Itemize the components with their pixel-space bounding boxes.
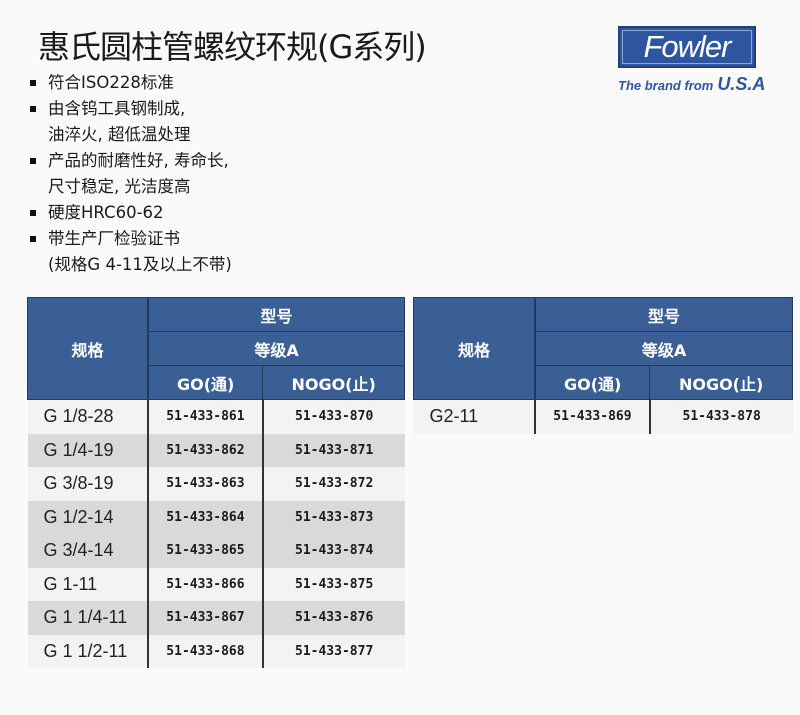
tagline-text: The brand from [618, 78, 714, 93]
nogo-part-number: 51-433-875 [261, 567, 405, 601]
feature-text: 由含钨工具钢制成, [48, 99, 186, 118]
go-part-number: 51-433-867 [147, 601, 263, 635]
spec-cell: G 1/2-14 [27, 500, 149, 534]
header-go: GO(通) [534, 365, 651, 400]
feature-item: 由含钨工具钢制成, [30, 96, 232, 122]
spec-cell: G 1/4-19 [27, 433, 149, 467]
fowler-logo: Fowler The brand from U.S.A [618, 26, 765, 95]
nogo-part-number: 51-433-870 [261, 399, 405, 434]
nogo-part-number: 51-433-874 [261, 534, 405, 568]
table-row: G 1/4-19 51-433-862 51-433-871 [27, 433, 405, 467]
table-row: G 3/8-19 51-433-863 51-433-872 [27, 467, 405, 501]
go-part-number: 51-433-862 [147, 433, 263, 467]
table-row: G 1/8-28 51-433-861 51-433-870 [27, 399, 405, 434]
feature-text: (规格G 4-11及以上不带) [48, 255, 232, 274]
bullet-icon [30, 106, 36, 112]
header-grade: 等级A [147, 331, 406, 366]
feature-text: 硬度HRC60-62 [48, 203, 164, 222]
feature-item-continued: 油淬火, 超低温处理 [30, 122, 232, 148]
bullet-icon [30, 80, 36, 86]
header-spec: 规格 [27, 297, 150, 400]
gauge-table-left: 规格 型号 等级A GO(通) NOGO(止) G 1/8-28 51-433-861… [27, 297, 406, 668]
header-grade: 等级A [534, 331, 794, 366]
header-model: 型号 [147, 297, 406, 332]
go-part-number: 51-433-864 [147, 500, 263, 534]
spec-cell: G 1-11 [27, 567, 149, 601]
logo-box: Fowler [618, 26, 756, 68]
header-spec: 规格 [413, 297, 537, 400]
go-part-number: 51-433-866 [147, 567, 263, 601]
table-row: G 1 1/4-11 51-433-867 51-433-876 [27, 601, 405, 635]
feature-item-continued: (规格G 4-11及以上不带) [30, 252, 232, 278]
go-part-number: 51-433-868 [147, 634, 263, 668]
table-row: G2-11 51-433-869 51-433-878 [413, 399, 793, 434]
page-title: 惠氏圆柱管螺纹环规(G系列) [38, 28, 427, 66]
header-nogo: NOGO(止) [649, 365, 793, 400]
spec-cell: G 3/8-19 [27, 467, 149, 501]
table-row: G 1-11 51-433-866 51-433-875 [27, 567, 405, 601]
header-go: GO(通) [147, 365, 264, 400]
feature-item: 带生产厂检验证书 [30, 226, 232, 252]
logo-tagline: The brand from U.S.A [618, 74, 765, 95]
nogo-part-number: 51-433-873 [261, 500, 405, 534]
spec-cell: G 1 1/2-11 [27, 634, 149, 668]
nogo-part-number: 51-433-872 [261, 467, 405, 501]
feature-text: 带生产厂检验证书 [48, 229, 180, 248]
feature-text: 油淬火, 超低温处理 [48, 125, 191, 144]
spec-cell: G 3/4-14 [27, 534, 149, 568]
header-nogo: NOGO(止) [262, 365, 405, 400]
bullet-icon [30, 158, 36, 164]
spec-cell: G2-11 [413, 399, 536, 434]
spec-cell: G 1/8-28 [27, 399, 149, 434]
feature-text: 尺寸稳定, 光洁度高 [48, 177, 191, 196]
table-row: G 1/2-14 51-433-864 51-433-873 [27, 500, 405, 534]
bullet-icon [30, 236, 36, 242]
go-part-number: 51-433-861 [147, 399, 263, 434]
header-model: 型号 [534, 297, 794, 332]
feature-item: 硬度HRC60-62 [30, 200, 232, 226]
spec-cell: G 1 1/4-11 [27, 601, 149, 635]
nogo-part-number: 51-433-878 [648, 399, 793, 434]
feature-item-continued: 尺寸稳定, 光洁度高 [30, 174, 232, 200]
nogo-part-number: 51-433-877 [261, 634, 405, 668]
table-row: G 1 1/2-11 51-433-868 51-433-877 [27, 634, 405, 668]
go-part-number: 51-433-865 [147, 534, 263, 568]
gauge-table-right: 规格 型号 等级A GO(通) NOGO(止) G2-11 51-433-869 51-… [413, 297, 794, 434]
nogo-part-number: 51-433-876 [261, 601, 405, 635]
feature-text: 产品的耐磨性好, 寿命长, [48, 151, 229, 170]
feature-item: 产品的耐磨性好, 寿命长, [30, 148, 232, 174]
go-part-number: 51-433-869 [534, 399, 650, 434]
logo-brand: Fowler [643, 29, 731, 64]
nogo-part-number: 51-433-871 [261, 433, 405, 467]
go-part-number: 51-433-863 [147, 467, 263, 501]
feature-item: 符合ISO228标准 [30, 70, 232, 96]
feature-list: 符合ISO228标准 由含钨工具钢制成, 油淬火, 超低温处理 产品的耐磨性好,… [30, 70, 232, 278]
feature-text: 符合ISO228标准 [48, 73, 174, 92]
tagline-country: U.S.A [717, 74, 766, 94]
bullet-icon [30, 210, 36, 216]
table-row: G 3/4-14 51-433-865 51-433-874 [27, 534, 405, 568]
